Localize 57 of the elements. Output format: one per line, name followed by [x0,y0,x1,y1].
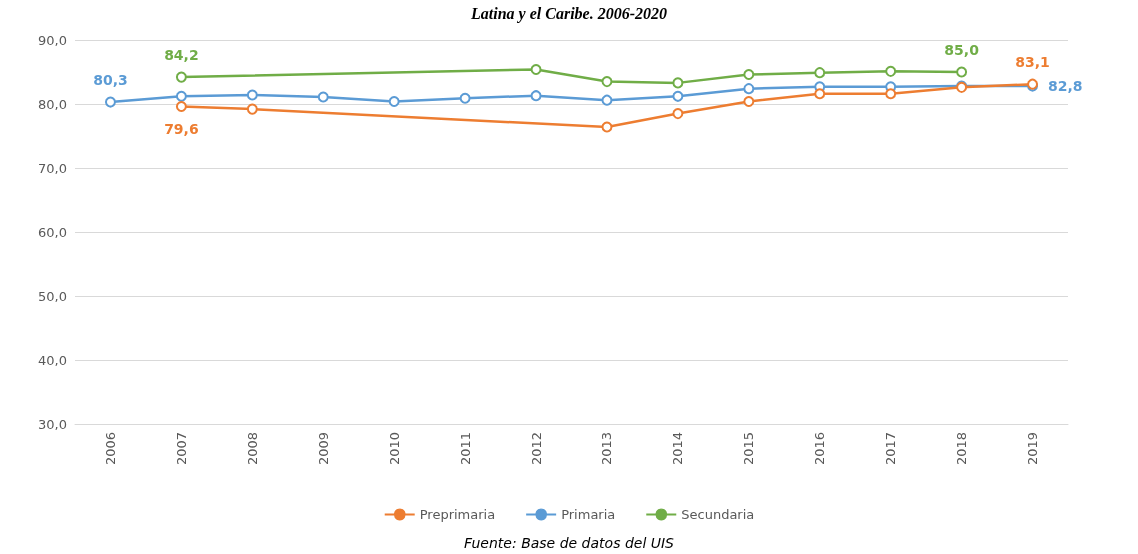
point [743,95,755,107]
point [317,91,329,103]
x-tick-label: 2010 [386,432,402,466]
x-tick-label: 2008 [244,432,260,466]
point [601,94,613,106]
point [175,101,187,113]
x-tick-label: 2018 [954,432,970,466]
chart-title: Latina y el Caribe. 2006-2020 [470,4,667,23]
y-tick-label: 30,0 [38,416,67,432]
point [885,65,897,77]
y-tick-label: 90,0 [38,32,67,48]
data-label: 82,8 [1048,78,1083,95]
point [814,67,826,79]
point [601,121,613,133]
point [530,63,542,75]
point [814,88,826,100]
x-tick-label: 2007 [173,432,189,466]
x-tick-label: 2006 [102,432,118,466]
data-label: 85,0 [944,41,980,58]
data-label: 80,3 [93,71,128,88]
legend-label: Secundaria [681,507,755,522]
point [246,89,258,101]
point [672,108,684,120]
legend-label: Primaria [561,507,616,522]
x-tick-label: 2009 [315,432,331,466]
point [175,71,187,83]
point [672,77,684,89]
x-tick-label: 2019 [1025,432,1041,466]
y-tick-label: 70,0 [38,160,67,176]
point [601,76,613,88]
point [388,95,400,107]
data-label: 83,1 [1015,53,1050,70]
point [743,69,755,81]
y-tick-label: 40,0 [38,352,67,368]
point [246,103,258,115]
x-tick-label: 2012 [528,432,544,466]
x-tick-label: 2016 [812,432,828,466]
y-tick-label: 50,0 [38,288,67,304]
data-label: 79,6 [164,121,199,138]
y-tick-label: 60,0 [38,224,67,240]
x-tick-label: 2015 [741,432,757,466]
point [175,90,187,102]
point [459,92,471,104]
point [956,66,968,78]
x-tick-label: 2011 [457,432,473,466]
x-tick-label: 2017 [883,432,899,466]
point [530,90,542,102]
point [885,88,897,100]
point [743,83,755,95]
x-tick-label: 2014 [670,432,686,466]
source-note: Fuente: Base de datos del UIS [464,535,675,551]
point [672,90,684,102]
legend-label: Preprimaria [419,507,496,522]
x-tick-label: 2013 [599,432,615,466]
point [104,96,116,108]
y-tick-label: 80,0 [38,96,67,112]
data-label: 84,2 [164,46,199,63]
